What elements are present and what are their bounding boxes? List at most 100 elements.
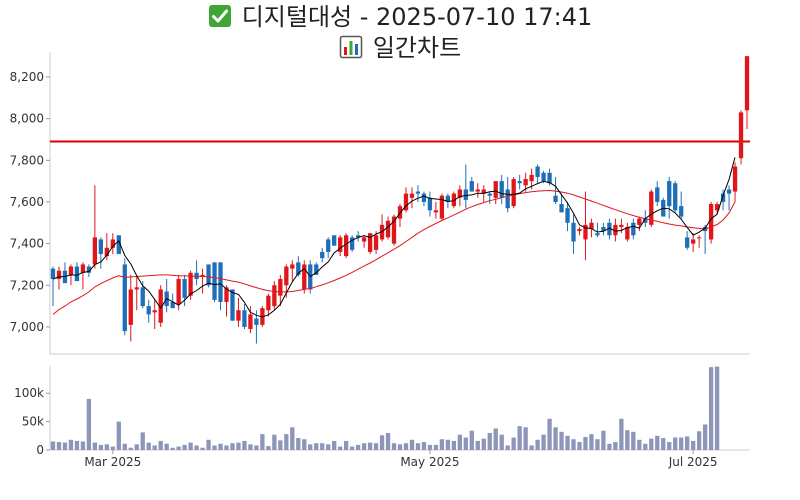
candle-body <box>451 193 456 207</box>
volume-bar <box>367 442 373 450</box>
volume-bar <box>661 438 666 450</box>
chart-subtitle: 일간차트 <box>0 33 800 63</box>
volume-panel: 0 50k 100k Mar 2025 May 2025 Jul 2025 <box>14 366 750 469</box>
candle-body <box>332 235 337 246</box>
volume-bar <box>565 435 570 450</box>
volume-bar <box>116 421 121 450</box>
ma20-line <box>52 189 736 315</box>
candle-body <box>212 262 217 300</box>
candle-body <box>188 272 193 296</box>
candle-body <box>439 195 445 219</box>
candle-body <box>74 266 80 282</box>
candle-body <box>122 264 127 332</box>
volume-bar <box>164 443 169 450</box>
volume-bar <box>140 432 145 450</box>
volume-bar <box>685 436 690 450</box>
volume-bar <box>242 440 247 450</box>
volume-bar <box>619 418 624 450</box>
candle-body <box>726 189 732 194</box>
volume-bar <box>68 439 74 450</box>
candle-body <box>326 239 331 252</box>
candle-body <box>230 289 235 321</box>
volume-bar <box>230 443 235 450</box>
volume-bar <box>505 445 510 450</box>
volume-bar <box>248 444 253 450</box>
price-tick-label: 7,800 <box>10 153 44 167</box>
volume-tick-label: 50k <box>22 415 44 429</box>
volume-bar <box>296 438 301 450</box>
volume-bar <box>625 430 630 450</box>
volume-bar <box>469 430 474 450</box>
candle-body <box>475 189 480 192</box>
price-tick-label: 8,200 <box>10 70 44 84</box>
volume-bar <box>158 440 163 450</box>
volume-bar <box>80 441 86 450</box>
volume-bar <box>50 441 56 450</box>
volume-bar <box>56 442 62 450</box>
volume-bar <box>553 427 558 450</box>
volume-bar <box>421 442 427 450</box>
candle-body <box>619 224 624 227</box>
volume-bar <box>302 439 307 450</box>
volume-bar <box>637 439 642 450</box>
page-title: 디지털대성 - 2025-07-10 17:41 <box>0 2 800 32</box>
price-tick-label: 7,200 <box>10 278 44 292</box>
volume-bar <box>308 444 313 450</box>
volume-bar <box>278 440 283 450</box>
candle-body <box>218 262 223 302</box>
candle-body <box>50 268 56 280</box>
volume-bar <box>320 443 325 450</box>
volume-bar <box>134 444 139 450</box>
volume-bar <box>487 432 492 450</box>
candle-body <box>176 279 181 305</box>
candle-body <box>655 187 660 202</box>
candle-body <box>385 220 391 238</box>
volume-bar <box>409 439 415 450</box>
candle-body <box>278 279 283 296</box>
candle-body <box>344 235 349 257</box>
volume-bar <box>708 367 714 450</box>
candle-body <box>565 208 570 223</box>
volume-bar <box>571 439 576 450</box>
candle-body <box>732 166 738 192</box>
volume-bar <box>714 366 720 450</box>
candle-body <box>104 247 109 257</box>
volume-bar <box>385 432 391 450</box>
candle-body <box>601 226 606 232</box>
candle-body <box>128 289 133 325</box>
candle-body <box>691 239 696 244</box>
candle-body <box>355 235 361 238</box>
candle-body <box>547 172 552 184</box>
volume-bar <box>373 443 379 450</box>
volume-bar <box>631 431 636 450</box>
candle-body <box>314 264 319 275</box>
candle-body <box>679 206 684 217</box>
candle-body <box>152 310 157 313</box>
candle-body <box>589 222 594 230</box>
volume-bar <box>152 445 157 450</box>
candle-body <box>535 166 540 177</box>
candle-body <box>224 287 229 302</box>
volume-bar <box>523 427 528 450</box>
candle-body <box>80 264 86 273</box>
volume-bar <box>403 443 409 450</box>
candle-body <box>302 264 307 290</box>
candle-body <box>673 183 678 211</box>
volume-bar <box>266 446 271 450</box>
candle-body <box>505 189 510 209</box>
candle-body <box>373 235 379 250</box>
volume-bar <box>86 398 92 450</box>
volume-bar <box>463 437 468 450</box>
candle-body <box>367 233 373 252</box>
volume-bar <box>314 443 319 450</box>
candle-body <box>631 222 636 236</box>
volume-bar <box>176 446 181 450</box>
check-mark-icon <box>208 5 231 27</box>
candle-body <box>361 237 367 242</box>
candle-body <box>338 237 343 252</box>
volume-bar <box>92 442 98 450</box>
candle-body <box>409 193 415 198</box>
candle-body <box>625 226 630 240</box>
volume-bar <box>589 434 594 450</box>
candle-body <box>643 218 648 223</box>
